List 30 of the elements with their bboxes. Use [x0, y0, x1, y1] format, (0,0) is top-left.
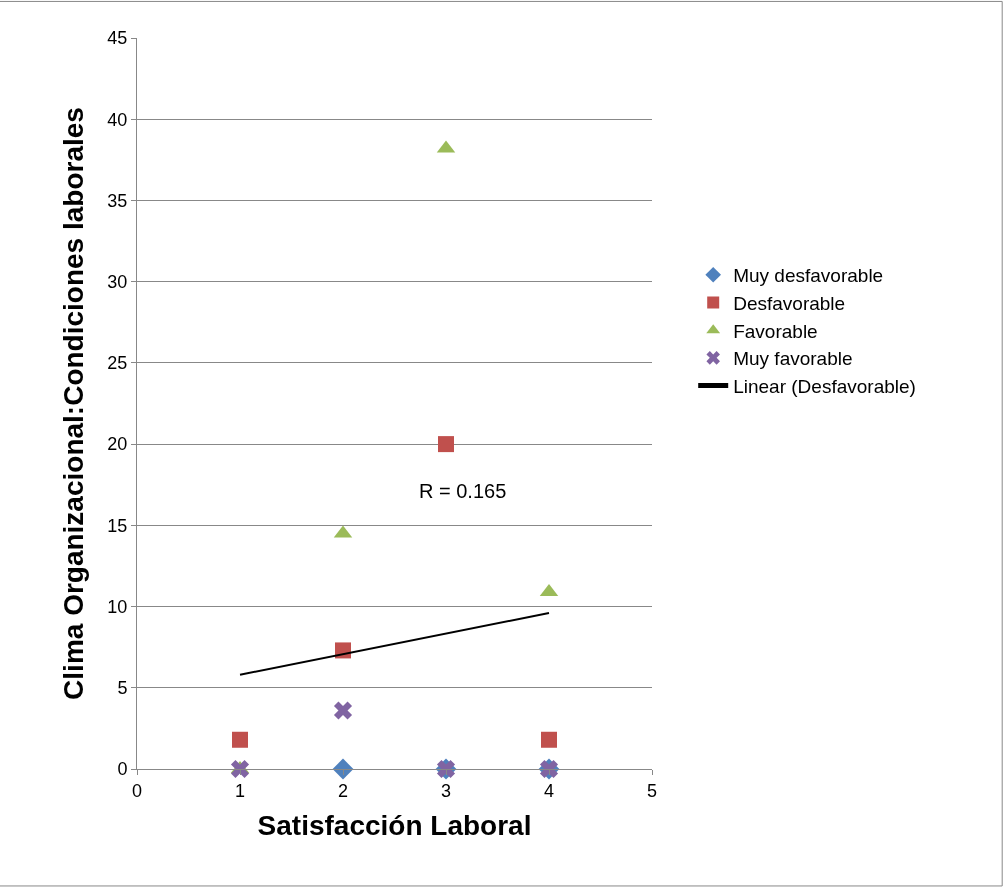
point	[333, 701, 353, 720]
point	[438, 436, 454, 453]
y-tick-label: 45	[107, 28, 128, 49]
point	[230, 759, 250, 779]
legend-label: Desfavorable	[733, 292, 846, 314]
legend-label: Favorable	[733, 320, 818, 342]
point	[332, 758, 354, 780]
annotation: R = 0.165	[419, 480, 507, 502]
y-tick-label: 30	[107, 271, 128, 292]
y-tick-label: 20	[107, 434, 128, 455]
x-tick-label: 4	[543, 780, 555, 801]
x-tick-label: 2	[337, 780, 349, 801]
x-tick-label: 3	[440, 780, 452, 801]
legend-label: Muy favorable	[733, 348, 853, 370]
point	[232, 731, 248, 748]
legend-label: Linear (Desfavorable)	[733, 375, 916, 397]
y-tick-label: 35	[107, 190, 128, 211]
x-tick-label: 1	[234, 780, 246, 801]
y-tick-label: 5	[117, 678, 128, 699]
y-tick-label: 10	[107, 596, 128, 617]
point	[541, 731, 557, 748]
y-tick-label: 40	[107, 109, 128, 130]
legend-label: Muy desfavorable	[733, 265, 884, 287]
y-tick-label: 0	[117, 759, 128, 780]
y-tick-label: 15	[107, 515, 128, 536]
y-tick-label: 25	[107, 353, 128, 374]
x-tick-label: 5	[646, 780, 658, 801]
x-tick-label: 0	[131, 780, 143, 801]
y-axis-title: Clima Organizacional:Condiciones laborales	[58, 107, 90, 700]
x-axis-title: Satisfacción Laboral	[257, 809, 532, 841]
